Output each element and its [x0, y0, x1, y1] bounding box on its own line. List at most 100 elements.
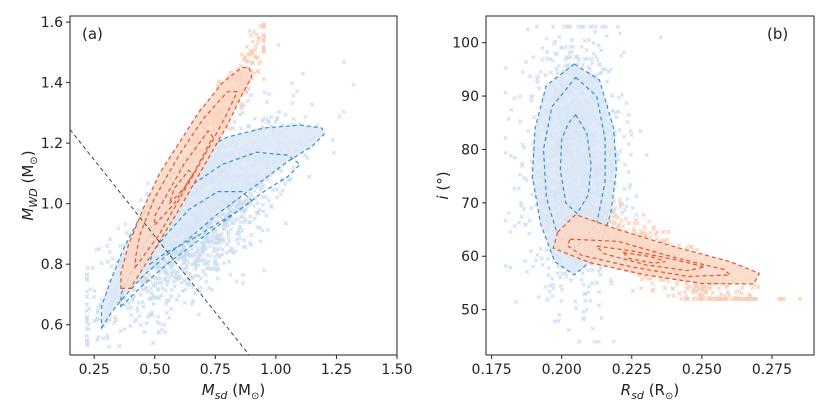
blue-population-point — [586, 268, 591, 273]
blue-population-point — [545, 256, 550, 262]
blue-population-point — [557, 312, 562, 317]
blue-population-point — [152, 296, 157, 301]
blue-population-point — [188, 238, 193, 244]
red-population-point — [706, 296, 711, 302]
blue-population-point — [330, 137, 335, 143]
blue-population-point — [503, 90, 508, 95]
blue-population-point — [626, 141, 631, 147]
blue-population-point — [257, 207, 262, 212]
blue-population-point — [237, 224, 243, 229]
blue-population-point — [568, 278, 574, 283]
blue-population-point — [227, 238, 232, 244]
blue-population-point — [625, 196, 630, 202]
blue-population-point — [535, 252, 540, 258]
plot-area — [70, 21, 356, 355]
blue-population-point — [168, 294, 174, 299]
blue-population-point — [265, 227, 271, 233]
reference-dashed-line — [70, 129, 250, 355]
red-population-point — [239, 101, 244, 107]
blue-population-point — [593, 339, 598, 344]
blue-population-point — [219, 231, 225, 237]
blue-population-point — [545, 56, 550, 61]
red-population-point — [733, 289, 738, 295]
blue-population-point — [577, 339, 582, 344]
red-population-point — [251, 48, 256, 54]
blue-population-point — [118, 243, 123, 248]
label-symbol: M — [19, 208, 37, 221]
y-axis-label: MWD (M⊙) — [19, 150, 40, 220]
blue-population-point — [604, 33, 609, 39]
red-population-point — [694, 283, 699, 289]
blue-population-point — [288, 177, 293, 182]
red-population-point — [261, 38, 266, 43]
y-tick-label: 1.0 — [41, 197, 63, 213]
blue-population-point — [193, 264, 199, 269]
blue-population-point — [531, 55, 536, 60]
red-population-point — [650, 281, 655, 286]
blue-population-point — [214, 267, 219, 272]
red-population-point — [239, 52, 245, 57]
blue-population-point — [176, 293, 181, 298]
blue-population-point — [550, 24, 556, 29]
blue-population-point — [582, 38, 587, 44]
blue-population-point — [198, 257, 204, 263]
blue-population-point — [634, 194, 639, 199]
blue-population-point — [626, 170, 631, 175]
blue-population-point — [638, 128, 643, 134]
blue-population-point — [202, 261, 207, 266]
blue-population-point — [130, 298, 135, 303]
blue-population-point — [615, 24, 620, 29]
blue-population-point — [590, 61, 595, 66]
red-population-point — [654, 236, 659, 242]
blue-population-point — [84, 319, 90, 325]
blue-population-point — [278, 192, 284, 197]
blue-population-point — [543, 284, 548, 290]
red-population-point — [755, 284, 761, 290]
blue-population-point — [214, 240, 219, 246]
blue-population-point — [523, 59, 529, 65]
red-population-point — [699, 294, 704, 300]
blue-population-point — [201, 250, 206, 256]
blue-population-point — [595, 57, 600, 63]
blue-population-point — [208, 253, 214, 258]
blue-population-point — [538, 246, 543, 251]
blue-population-point — [568, 44, 573, 50]
blue-population-point — [197, 289, 203, 294]
blue-population-point — [630, 205, 635, 211]
blue-population-point — [236, 206, 241, 212]
blue-population-point — [568, 54, 573, 60]
label-unit-close: ) — [19, 150, 37, 156]
blue-population-point — [617, 31, 623, 36]
blue-population-point — [589, 56, 594, 61]
blue-population-point — [530, 94, 535, 99]
blue-population-point — [593, 29, 598, 34]
blue-population-point — [588, 298, 593, 304]
red-population-point — [651, 287, 656, 292]
blue-population-point — [599, 48, 604, 53]
red-population-point — [615, 222, 621, 228]
label-unit-subscript: ⊙ — [251, 391, 259, 402]
blue-population-point — [524, 177, 529, 183]
plot-area — [503, 24, 803, 344]
blue-population-point — [276, 109, 282, 115]
blue-population-point — [553, 51, 558, 56]
blue-population-point — [135, 308, 140, 314]
blue-population-point — [172, 284, 177, 289]
blue-population-point — [147, 297, 152, 302]
blue-population-point — [596, 43, 601, 48]
x-tick-label: 0.50 — [139, 362, 170, 378]
blue-population-point — [508, 229, 513, 235]
blue-population-point — [597, 290, 602, 295]
red-population-point — [633, 217, 639, 222]
blue-population-point — [547, 283, 553, 288]
axes-frame — [69, 15, 398, 356]
blue-population-point — [543, 73, 548, 78]
red-population-point — [684, 281, 689, 286]
blue-population-point — [262, 268, 267, 273]
red-population-contour-3 — [154, 130, 214, 227]
blue-population-point — [625, 119, 630, 124]
blue-population-point — [506, 210, 511, 216]
blue-population-point — [619, 53, 624, 58]
blue-population-point — [603, 67, 608, 72]
blue-population-point — [209, 267, 214, 272]
